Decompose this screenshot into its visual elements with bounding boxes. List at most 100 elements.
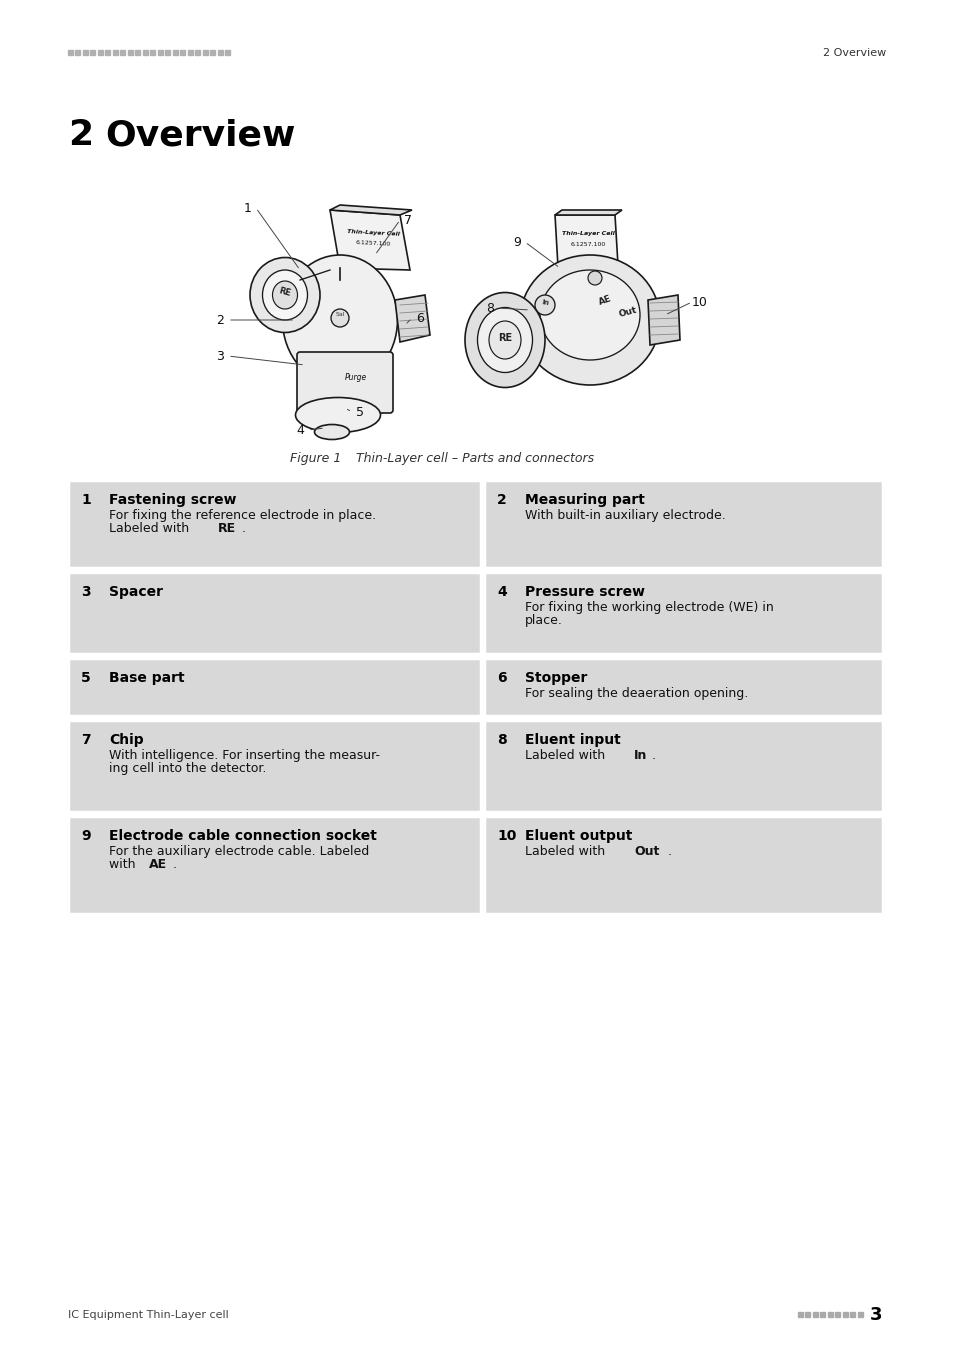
Text: Measuring part: Measuring part (524, 493, 644, 508)
Text: Pressure screw: Pressure screw (524, 585, 644, 599)
Text: 4: 4 (295, 424, 304, 436)
Text: Labeled with: Labeled with (524, 845, 608, 859)
Bar (835, 1312, 840, 1318)
Bar (172, 50, 178, 54)
Bar (812, 1312, 817, 1318)
Text: 1: 1 (81, 493, 91, 508)
Text: 2: 2 (215, 313, 224, 327)
Bar (225, 50, 231, 54)
Text: place.: place. (524, 614, 562, 626)
Bar (804, 1312, 810, 1318)
Bar (68, 657, 480, 716)
Bar (218, 50, 223, 54)
Text: IC Equipment Thin-Layer cell: IC Equipment Thin-Layer cell (68, 1310, 229, 1320)
Bar (195, 50, 200, 54)
Ellipse shape (464, 293, 544, 387)
Bar (180, 50, 185, 54)
Text: Electrode cable connection socket: Electrode cable connection socket (109, 829, 376, 842)
Ellipse shape (250, 258, 319, 332)
Text: 10: 10 (497, 829, 516, 842)
FancyBboxPatch shape (296, 352, 393, 413)
Bar (188, 50, 193, 54)
Text: .: . (241, 522, 246, 535)
Text: RE: RE (277, 286, 292, 298)
Text: 10: 10 (691, 296, 707, 309)
Text: Labeled with: Labeled with (109, 522, 193, 535)
Bar (857, 1312, 862, 1318)
Text: 6.1257.100: 6.1257.100 (570, 242, 605, 247)
Text: RE: RE (497, 333, 512, 343)
Polygon shape (555, 211, 621, 215)
Bar (68, 815, 480, 914)
Bar (797, 1312, 802, 1318)
Text: 6.1257.100: 6.1257.100 (355, 239, 391, 247)
Polygon shape (330, 211, 410, 270)
Text: Labeled with: Labeled with (524, 749, 608, 761)
Text: Spacer: Spacer (109, 585, 163, 599)
Text: 4: 4 (497, 585, 506, 599)
Bar (158, 50, 163, 54)
Text: 7: 7 (81, 733, 91, 747)
Text: AE: AE (597, 293, 612, 306)
Ellipse shape (539, 270, 639, 360)
Bar (827, 1312, 832, 1318)
Ellipse shape (519, 255, 659, 385)
Bar (112, 50, 118, 54)
Text: Thin-Layer cell – Parts and connectors: Thin-Layer cell – Parts and connectors (339, 452, 594, 464)
Bar (842, 1312, 847, 1318)
Text: 3: 3 (215, 350, 224, 363)
Text: RE: RE (218, 522, 236, 535)
Text: Base part: Base part (109, 671, 185, 684)
Polygon shape (330, 205, 412, 215)
Bar (106, 50, 111, 54)
Text: Chip: Chip (109, 733, 144, 747)
Text: 2: 2 (68, 117, 93, 153)
Bar (91, 50, 95, 54)
Text: Out: Out (618, 305, 638, 319)
Bar (68, 50, 73, 54)
Bar (98, 50, 103, 54)
Text: .: . (172, 859, 176, 871)
Text: 9: 9 (513, 235, 520, 248)
Bar (483, 657, 882, 716)
Text: 6: 6 (497, 671, 506, 684)
Text: Overview: Overview (105, 117, 295, 153)
Ellipse shape (489, 321, 520, 359)
Bar (483, 481, 882, 568)
Bar (120, 50, 126, 54)
Ellipse shape (587, 271, 601, 285)
Bar (151, 50, 155, 54)
Bar (165, 50, 171, 54)
Text: 8: 8 (497, 733, 506, 747)
Text: Figure 1: Figure 1 (290, 452, 341, 464)
Text: Thin-Layer Cell: Thin-Layer Cell (346, 230, 399, 236)
Bar (68, 481, 480, 568)
Bar (68, 572, 480, 653)
Text: Eluent output: Eluent output (524, 829, 632, 842)
Text: Sal: Sal (335, 312, 344, 316)
Text: 1: 1 (244, 201, 252, 215)
Bar (820, 1312, 824, 1318)
Polygon shape (647, 296, 679, 346)
Text: In: In (540, 300, 549, 306)
Text: With intelligence. For inserting the measur-: With intelligence. For inserting the mea… (109, 749, 379, 761)
Text: .: . (651, 749, 655, 761)
Text: Eluent input: Eluent input (524, 733, 620, 747)
Text: Thin-Layer Cell: Thin-Layer Cell (561, 231, 614, 236)
Ellipse shape (314, 424, 349, 440)
Bar (203, 50, 208, 54)
Ellipse shape (331, 309, 349, 327)
Ellipse shape (295, 397, 380, 432)
Text: For fixing the working electrode (WE) in: For fixing the working electrode (WE) in (524, 601, 773, 614)
Bar (211, 50, 215, 54)
Bar (483, 720, 882, 811)
Text: .: . (666, 845, 671, 859)
Text: 5: 5 (355, 405, 364, 418)
Bar (135, 50, 140, 54)
Ellipse shape (262, 270, 307, 320)
Text: ing cell into the detector.: ing cell into the detector. (109, 761, 266, 775)
Bar (483, 572, 882, 653)
Text: 3: 3 (869, 1305, 882, 1324)
Text: Stopper: Stopper (524, 671, 587, 684)
Bar (128, 50, 132, 54)
